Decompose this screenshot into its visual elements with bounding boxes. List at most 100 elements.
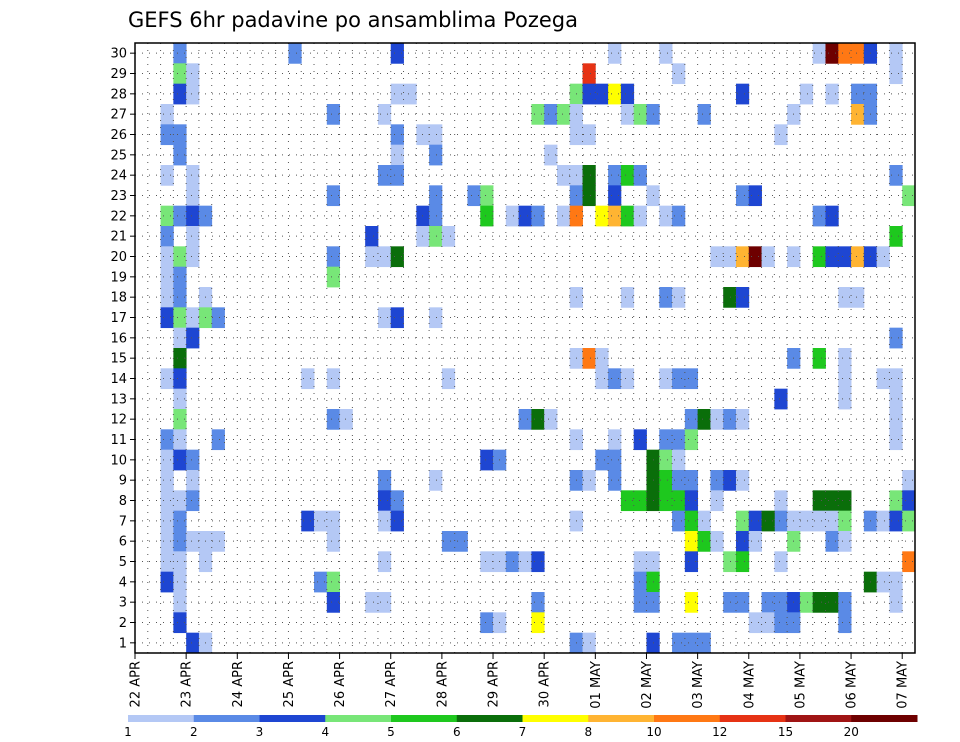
y-tick-label: 8 bbox=[119, 494, 127, 509]
heatmap-cell bbox=[186, 449, 200, 471]
heatmap-cell bbox=[186, 205, 200, 227]
heatmap-cell bbox=[429, 144, 443, 166]
heatmap-cell bbox=[659, 368, 673, 390]
heatmap-cell bbox=[902, 510, 916, 532]
heatmap-cell bbox=[186, 327, 200, 349]
heatmap-cell bbox=[160, 510, 174, 532]
heatmap-cell bbox=[211, 531, 225, 552]
heatmap-cell bbox=[186, 165, 200, 186]
heatmap-cell bbox=[186, 226, 200, 247]
heatmap-cell bbox=[582, 63, 596, 85]
heatmap-cell bbox=[697, 104, 711, 125]
heatmap-cell bbox=[902, 490, 916, 512]
heatmap-cell bbox=[774, 612, 788, 634]
heatmap-cell bbox=[326, 185, 340, 207]
heatmap-cell bbox=[314, 510, 328, 532]
heatmap-cell bbox=[620, 490, 635, 512]
heatmap-cell bbox=[390, 307, 404, 329]
heatmap-cell bbox=[889, 43, 903, 64]
heatmap-cell bbox=[774, 388, 788, 410]
colorbar-legend: 1 2 3 4 5 6 7 8 10 12 15 20 bbox=[124, 715, 918, 739]
heatmap-cell bbox=[774, 510, 788, 532]
heatmap-cell bbox=[697, 531, 711, 552]
heatmap-cell bbox=[774, 592, 788, 613]
heatmap-cell bbox=[735, 246, 750, 268]
y-tick-label: 7 bbox=[119, 514, 127, 529]
heatmap-cell bbox=[173, 83, 187, 105]
y-tick-label: 19 bbox=[110, 270, 127, 285]
heatmap-cell bbox=[851, 83, 865, 105]
heatmap-cell bbox=[710, 470, 724, 491]
heatmap-cell bbox=[186, 470, 200, 491]
x-tick-label: 23 APR bbox=[180, 661, 195, 707]
heatmap-cell bbox=[454, 531, 468, 552]
heatmap-cell bbox=[160, 470, 174, 491]
colorbar-label: 2 bbox=[190, 725, 198, 739]
heatmap-cell bbox=[326, 104, 340, 125]
heatmap-cell bbox=[173, 246, 187, 268]
heatmap-cell bbox=[608, 83, 622, 105]
heatmap-cell bbox=[544, 144, 558, 166]
heatmap-cell bbox=[774, 124, 788, 146]
heatmap-cell bbox=[173, 490, 187, 512]
heatmap-cell bbox=[684, 429, 699, 451]
heatmap-cell bbox=[825, 246, 839, 268]
heatmap-cell bbox=[160, 551, 174, 573]
heatmap-cell bbox=[173, 43, 187, 64]
heatmap-cell bbox=[710, 490, 724, 512]
heatmap-cell bbox=[710, 531, 724, 552]
heatmap-cell bbox=[377, 490, 392, 512]
heatmap-cell bbox=[595, 368, 609, 390]
heatmap-cell bbox=[659, 429, 673, 451]
heatmap-cell bbox=[160, 124, 174, 146]
x-tick-label: 01 MAY bbox=[589, 661, 604, 709]
heatmap-cell bbox=[326, 368, 340, 390]
heatmap-cell bbox=[672, 449, 686, 471]
heatmap-cell bbox=[633, 571, 647, 593]
heatmap-cell bbox=[684, 409, 699, 430]
heatmap-cell bbox=[301, 368, 315, 390]
heatmap-cell bbox=[735, 510, 750, 532]
x-tick-label: 05 MAY bbox=[793, 661, 808, 709]
heatmap-cell bbox=[697, 632, 711, 654]
heatmap-cell bbox=[902, 185, 916, 207]
heatmap-cell bbox=[608, 470, 622, 491]
heatmap-cell bbox=[889, 571, 903, 593]
heatmap-cell bbox=[812, 205, 826, 227]
x-tick-label: 25 APR bbox=[282, 661, 297, 707]
heatmap-cell bbox=[761, 612, 775, 634]
heatmap-cell bbox=[173, 368, 187, 390]
heatmap-cell bbox=[889, 592, 903, 613]
heatmap-cell bbox=[186, 307, 200, 329]
heatmap-cell bbox=[173, 144, 187, 166]
heatmap-cell bbox=[544, 409, 558, 430]
heatmap-cell bbox=[684, 510, 699, 532]
y-tick-label: 1 bbox=[119, 636, 127, 651]
heatmap-cell bbox=[735, 531, 750, 552]
heatmap-cell bbox=[339, 409, 353, 430]
heatmap-cell bbox=[838, 510, 852, 532]
heatmap-cell bbox=[812, 490, 826, 512]
heatmap-cell bbox=[429, 307, 443, 329]
colorbar-label: 15 bbox=[778, 725, 793, 739]
y-tick-label: 23 bbox=[110, 189, 127, 204]
heatmap-cell bbox=[173, 510, 187, 532]
heatmap-cell bbox=[723, 287, 737, 308]
heatmap-cell bbox=[748, 612, 762, 634]
heatmap-cell bbox=[582, 165, 596, 186]
heatmap-cell bbox=[441, 226, 456, 247]
heatmap-cell bbox=[825, 490, 839, 512]
colorbar-swatch bbox=[522, 715, 589, 722]
y-tick-label: 25 bbox=[110, 148, 127, 163]
heatmap-cell bbox=[697, 409, 711, 430]
heatmap-cell bbox=[825, 592, 839, 613]
heatmap-cell bbox=[633, 592, 647, 613]
heatmap-cell bbox=[390, 510, 404, 532]
heatmap-cell bbox=[160, 165, 174, 186]
heatmap-cell bbox=[608, 43, 622, 64]
heatmap-cells bbox=[160, 43, 916, 654]
heatmap-cell bbox=[173, 307, 187, 329]
heatmap-cell bbox=[518, 551, 532, 573]
heatmap-cell bbox=[160, 104, 174, 125]
